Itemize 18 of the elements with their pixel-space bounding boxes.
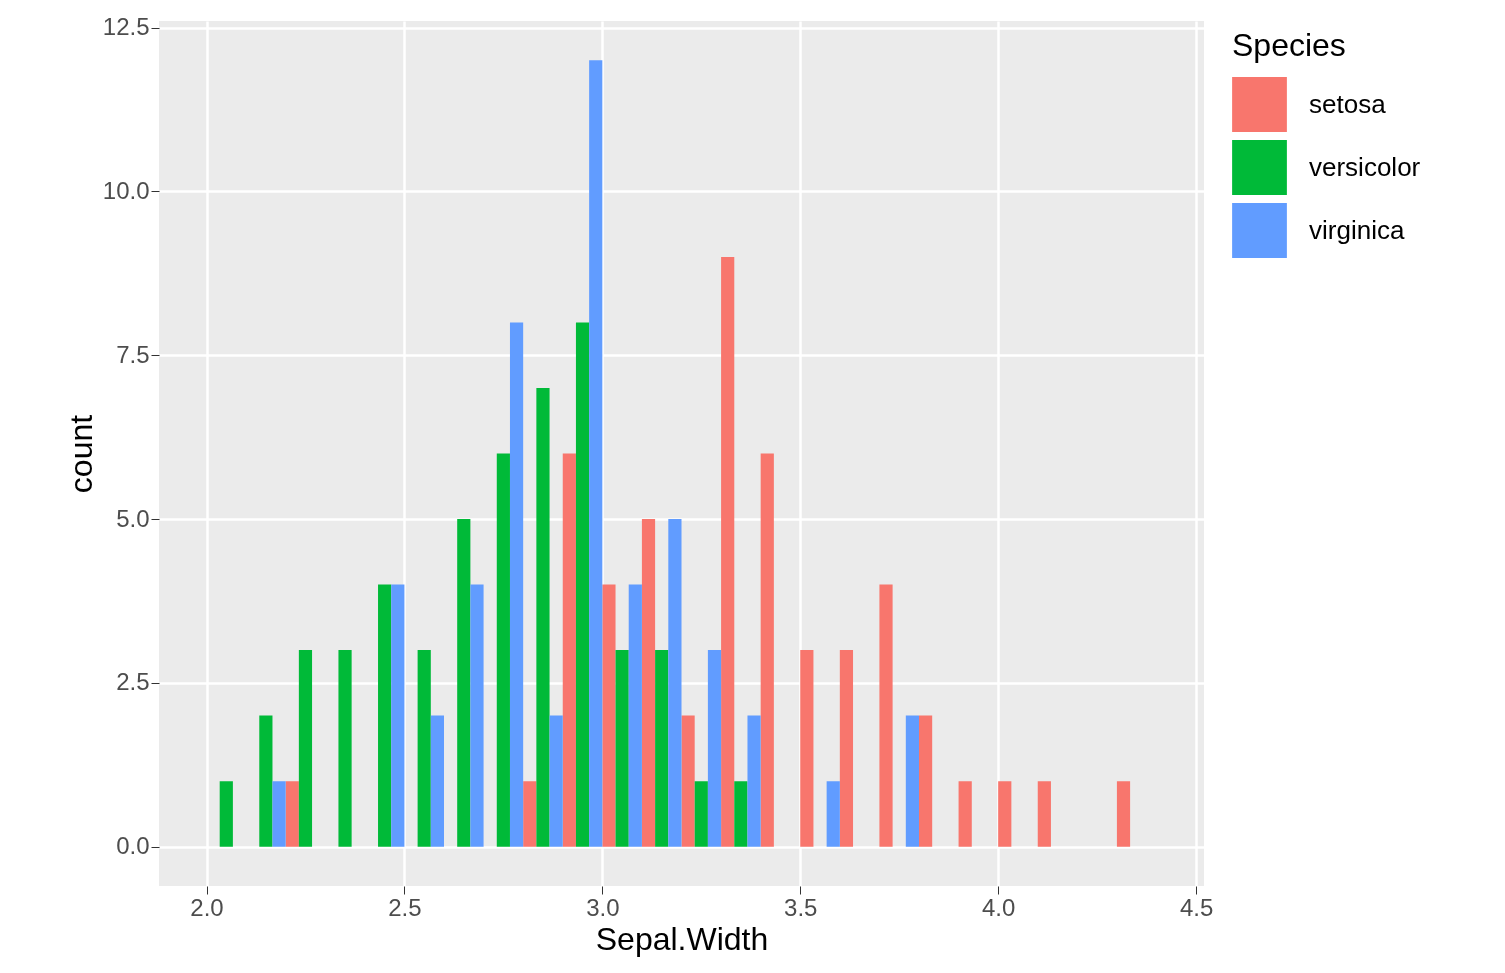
legend-label: setosa bbox=[1309, 88, 1387, 119]
x-tick-label: 3.5 bbox=[784, 893, 818, 921]
y-axis-title: count bbox=[62, 414, 99, 494]
x-tick-label: 2.0 bbox=[190, 893, 224, 921]
y-tick-label: 10.0 bbox=[102, 176, 150, 204]
legend-label: versicolor bbox=[1309, 151, 1421, 182]
x-tick-label: 2.5 bbox=[388, 893, 422, 921]
y-tick-label: 7.5 bbox=[116, 340, 150, 368]
y-tick-label: 0.0 bbox=[116, 832, 150, 860]
x-tick-label: 4.0 bbox=[981, 893, 1016, 921]
y-tick-label: 12.5 bbox=[102, 13, 150, 41]
y-tick-label: 2.5 bbox=[116, 668, 150, 696]
legend-title: Species bbox=[1232, 27, 1346, 63]
x-tick-label: 4.5 bbox=[1179, 893, 1214, 921]
x-tick-label: 3.0 bbox=[586, 893, 620, 921]
y-tick-label: 5.0 bbox=[116, 504, 150, 532]
legend-label: virginica bbox=[1309, 214, 1405, 245]
x-axis-title: Sepal.Width bbox=[595, 920, 769, 957]
